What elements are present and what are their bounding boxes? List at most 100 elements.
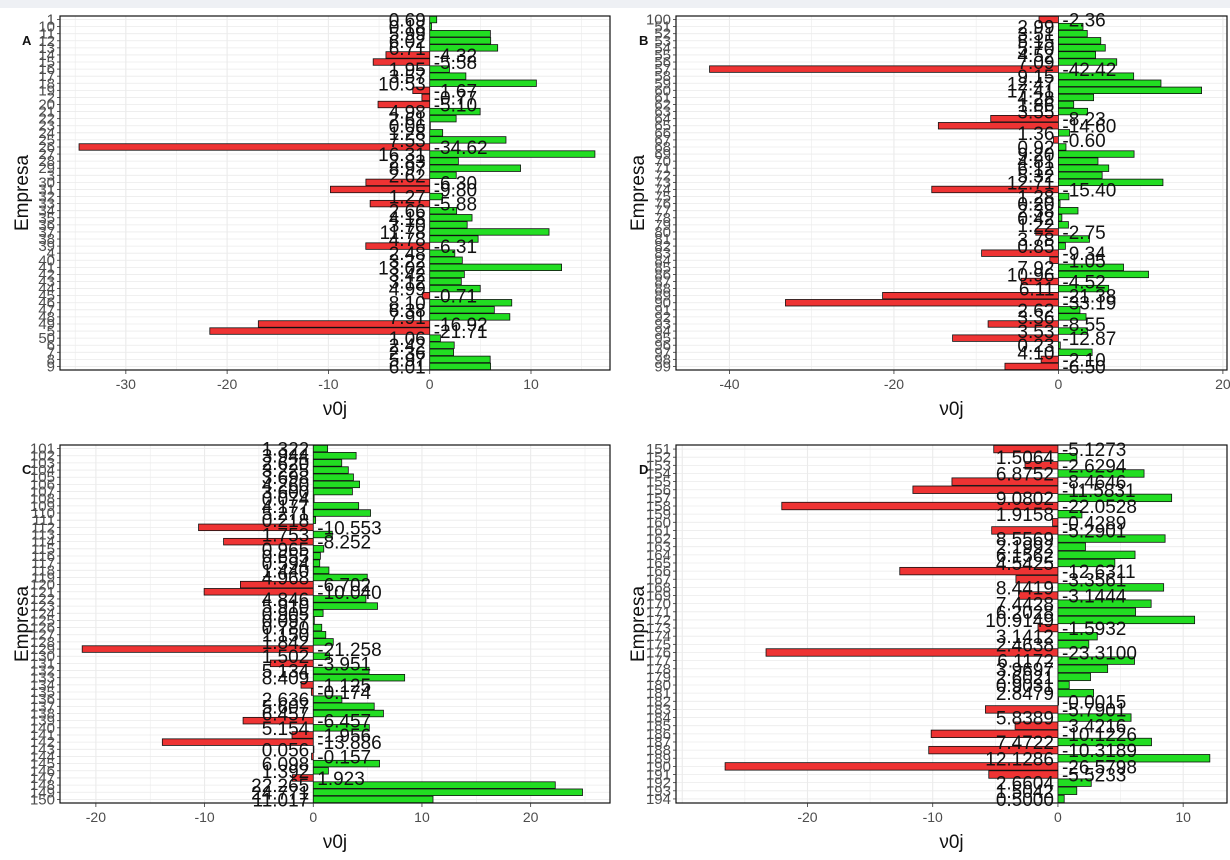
- bar: [312, 530, 333, 539]
- y-tick-label: 5: [47, 323, 55, 340]
- y-tick-label: 122: [30, 591, 55, 608]
- bar: [1058, 207, 1079, 215]
- y-tick-label: 118: [31, 562, 55, 579]
- bar: [312, 502, 360, 510]
- y-tick-label: 167: [646, 571, 671, 588]
- data-label: 1.28: [389, 124, 426, 145]
- y-tick-label: 29: [38, 160, 55, 177]
- y-tick-label: 156: [646, 482, 671, 499]
- y-tick-label: 46: [38, 295, 55, 312]
- data-label: 8.5569: [996, 530, 1054, 551]
- bar: [377, 100, 431, 109]
- data-label: 4.260: [262, 475, 310, 496]
- y-tick-label: 50: [38, 330, 55, 347]
- y-tick-label: 126: [30, 620, 55, 637]
- bar: [1057, 607, 1137, 616]
- y-tick-label: 14: [38, 47, 55, 64]
- y-tick-label: 162: [646, 531, 671, 548]
- x-tick-label: -20: [884, 376, 904, 392]
- bar: [429, 284, 481, 293]
- bar: [1040, 355, 1059, 364]
- y-tick-label: 36: [38, 217, 55, 234]
- bar: [429, 277, 462, 286]
- data-label: 8.4419: [996, 578, 1054, 599]
- y-tick-label: 20: [38, 97, 55, 114]
- y-tick-label: 30: [38, 174, 55, 191]
- data-labels: 0.690.185.996.026.71 -4.32-5.581.953.5710…: [378, 11, 487, 379]
- bar: [291, 731, 314, 739]
- data-label: 1.95: [389, 60, 426, 81]
- bar: [1058, 143, 1067, 151]
- x-axis-title: ν0j: [939, 832, 963, 853]
- data-label: 13.02: [378, 258, 426, 279]
- data-label: 3.53: [1017, 322, 1054, 343]
- plot-border: [675, 444, 1228, 804]
- bar: [429, 122, 431, 130]
- bar: [312, 616, 315, 625]
- bar: [291, 774, 314, 782]
- y-tick-label: 132: [30, 663, 55, 680]
- bar: [312, 652, 330, 660]
- y-tick-label: 105: [30, 469, 55, 486]
- data-label: 3.944: [262, 447, 310, 468]
- y-tick-label: 49: [38, 316, 55, 333]
- bar: [1058, 221, 1069, 229]
- data-label: -15.40: [1062, 180, 1116, 201]
- panel-letter: D: [639, 462, 648, 477]
- y-tick-label: 158: [646, 498, 671, 515]
- y-tick-label: 111: [32, 512, 55, 529]
- bar: [1058, 51, 1096, 59]
- data-label: 2.62: [1017, 301, 1054, 322]
- y-tick-label: 11: [39, 26, 55, 43]
- y-tick-label: 110: [31, 505, 55, 522]
- data-label: -8.252: [317, 533, 371, 554]
- y-tick-label: 171: [646, 604, 671, 621]
- y-tick-label: 10: [38, 19, 55, 36]
- y-tick-label: 127: [30, 627, 55, 644]
- bar: [1057, 754, 1211, 763]
- y-tick-label: 177: [646, 653, 671, 670]
- bar: [709, 65, 1059, 73]
- bar: [1058, 171, 1103, 179]
- data-label: 2.83: [389, 152, 426, 173]
- y-tick-label: 138: [30, 706, 55, 723]
- y-tick-label: 69: [654, 146, 671, 163]
- y-tick-label: 45: [38, 288, 55, 305]
- y-tick-label: 188: [646, 742, 671, 759]
- data-label: -10.553: [317, 518, 381, 539]
- data-label: 0.780: [262, 619, 310, 640]
- bar: [242, 716, 314, 725]
- data-label: -1.125: [317, 676, 371, 697]
- data-label: 0.18: [389, 18, 426, 39]
- y-tick-label: 72: [654, 167, 671, 184]
- data-labels: 1.3223.9442.6203.2253.6984.2603.6000.074…: [251, 440, 382, 812]
- data-label: 2.620: [262, 454, 310, 475]
- y-tick-label: 53: [654, 33, 671, 50]
- y-tick-label: 52: [654, 26, 671, 43]
- bar: [312, 788, 583, 796]
- data-label: 5.910: [262, 597, 310, 618]
- y-tick-label: 92: [654, 309, 671, 326]
- bar: [1058, 327, 1088, 335]
- y-tick-label: 24: [38, 125, 55, 142]
- bars: [78, 15, 596, 371]
- y-tick-label: 191: [646, 767, 671, 784]
- data-label: -0.157: [317, 747, 371, 768]
- data-label: -11.5831: [1062, 481, 1136, 502]
- bar: [991, 526, 1059, 535]
- data-label: 1.06: [389, 329, 426, 350]
- bar: [1058, 242, 1066, 250]
- x-axis-title: ν0j: [323, 399, 347, 420]
- bar: [1024, 461, 1059, 470]
- bar: [1057, 632, 1098, 641]
- data-label: 6.1172: [997, 652, 1054, 673]
- data-label: 3.36: [1017, 308, 1054, 329]
- bar: [1015, 575, 1059, 584]
- bar: [312, 559, 321, 567]
- y-tick-label: 187: [646, 734, 671, 751]
- bar: [1058, 284, 1110, 293]
- data-label: 6.01: [389, 357, 426, 378]
- bar: [1057, 599, 1152, 608]
- data-label: -2.6294: [1062, 456, 1127, 477]
- y-axis: 1011021031041051061071081091101111121131…: [30, 441, 60, 808]
